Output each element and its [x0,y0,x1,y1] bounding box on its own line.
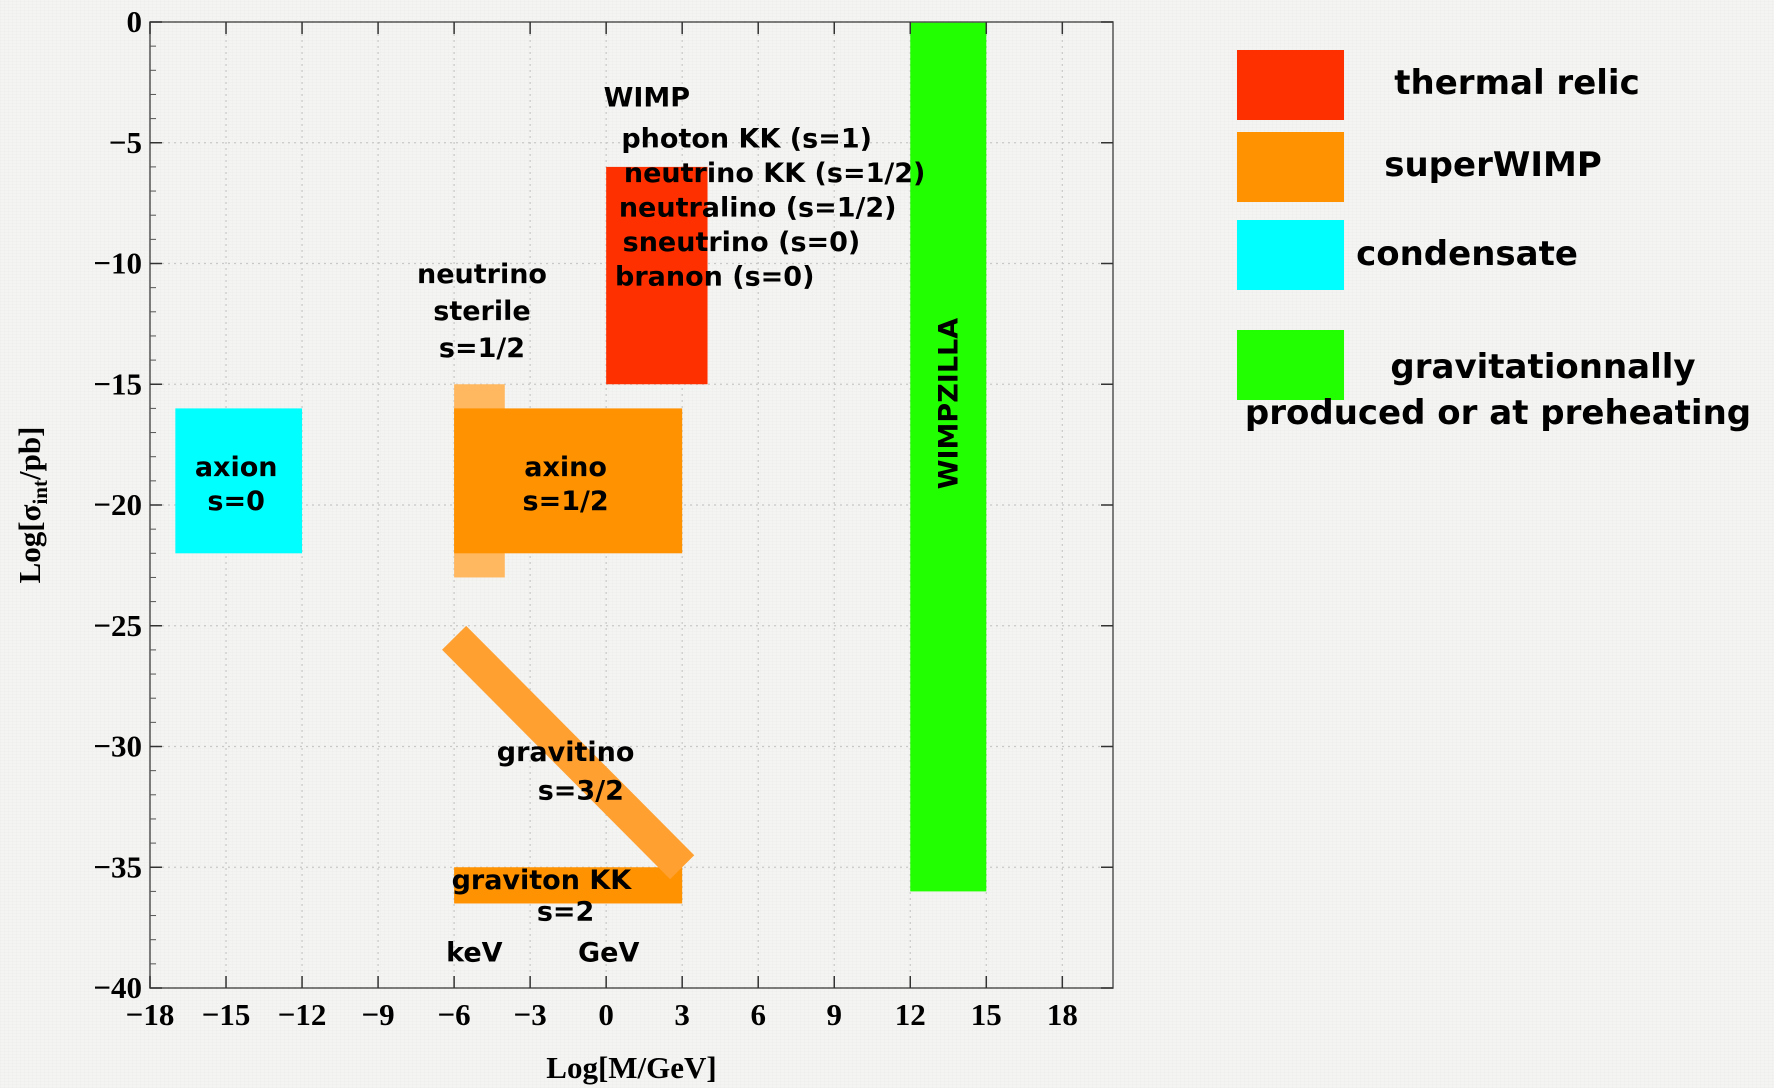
graviton-kk-label: graviton KK [452,865,633,896]
legend-swatch-superwimp [1237,132,1344,202]
regions [175,22,987,904]
x-tick-label: −6 [438,997,471,1032]
x-tick-label: 0 [598,997,614,1032]
wimpzilla-label: WIMPZILLA [933,318,964,490]
plot-frame [149,21,1114,989]
legend-label-superwimp: superWIMP [1384,145,1602,185]
region-graviton-kk [454,867,683,904]
wimp-candidate-label: sneutrino (s=0) [623,227,861,258]
sterile-neutrino-label: neutrino [417,259,547,290]
x-tick-label: 15 [971,997,1002,1032]
axino-spin-label: s=1/2 [523,486,609,517]
legend-label-thermal-relic: thermal relic [1394,63,1639,103]
wimp-candidate-label: neutrino KK (s=1/2) [624,158,925,189]
gev-marker-label: GeV [578,937,639,968]
x-tick-label: 6 [750,997,766,1032]
x-tick-label: 12 [895,997,926,1032]
x-tick-label: −9 [361,997,394,1032]
y-tick-label: −20 [93,487,142,522]
legend: thermal relic superWIMP condensate gravitat… [1237,50,1751,433]
x-tick-label: 18 [1047,997,1078,1032]
region-axion [175,408,303,554]
x-tick-label: −12 [278,997,327,1032]
x-axis-title: Log[M/GeV] [546,1050,716,1085]
x-tick-label: 3 [674,997,690,1032]
region-gravitino [442,625,695,880]
gravitino-spin-label: s=3/2 [538,776,624,807]
region-wimp [606,166,708,385]
wimp-candidate-label: neutralino (s=1/2) [619,193,897,224]
y-tick-label: −5 [109,125,142,160]
sterile-neutrino-label: s=1/2 [439,333,525,364]
x-tick-label: −18 [126,997,175,1032]
y-tick-label: −35 [93,849,142,884]
y-tick-label: −30 [93,729,142,764]
legend-label-gravitational: gravitationnally [1390,347,1695,387]
annotations: −18 −15 −12 −9 −6 −3 0 3 6 9 12 15 180−5−10−15−20−25… [12,4,1078,1085]
region-wimpzilla [910,22,987,892]
graviton-kk-spin-label: s=2 [537,896,594,927]
region-axino [454,408,683,554]
y-tick-label: −25 [93,608,142,643]
sterile-neutrino-label: sterile [433,296,530,327]
legend-swatch-gravitational [1237,330,1344,400]
y-tick-label: 0 [127,4,143,39]
gravitino-label: gravitino [497,737,635,768]
x-tick-label: 9 [826,997,842,1032]
x-tick-label: −15 [202,997,251,1032]
wimp-candidate-label: photon KK (s=1) [621,124,872,155]
wimp-title: WIMP [604,83,690,114]
legend-swatch-thermal_relic [1237,50,1344,120]
axion-label: axion [195,452,278,483]
kev-marker-label: keV [446,937,503,968]
legend-swatch-condensate [1237,220,1344,290]
x-tick-label: −3 [514,997,547,1032]
y-tick-label: −15 [93,366,142,401]
y-tick-label: −40 [93,970,142,1005]
axino-label: axino [524,452,607,483]
wimp-candidate-label: branon (s=0) [615,262,814,293]
y-tick-label: −10 [93,246,142,281]
legend-label-gravitational-line2: produced or at preheating [1245,393,1751,433]
axion-spin-label: s=0 [207,486,264,517]
y-axis-title: Log[σint/pb] [12,427,52,584]
legend-label-condensate: condensate [1356,234,1578,274]
